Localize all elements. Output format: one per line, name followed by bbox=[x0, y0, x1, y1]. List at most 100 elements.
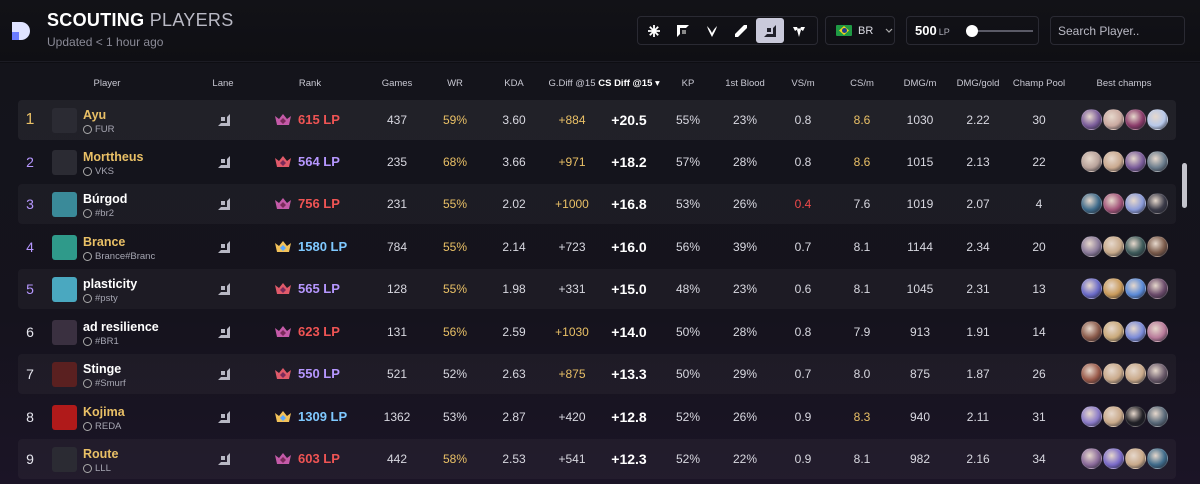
player-name[interactable]: Ayu bbox=[83, 108, 107, 122]
champion-portrait-icon[interactable] bbox=[1081, 278, 1102, 299]
lp-slider-handle[interactable] bbox=[966, 25, 979, 37]
region-select[interactable]: BR bbox=[825, 16, 895, 45]
win-rate-cell: 59% bbox=[442, 113, 468, 127]
player-name[interactable]: Route bbox=[83, 447, 119, 461]
champion-portrait-icon[interactable] bbox=[1103, 321, 1124, 342]
role-button-mid[interactable] bbox=[727, 18, 755, 43]
col-player-header[interactable]: Player bbox=[93, 78, 121, 89]
table-row[interactable]: 9 Route LLL 603 LP 442 58% 2.53 +541 +12.3 52% 22%… bbox=[18, 439, 1176, 479]
col-vsm-header[interactable]: VS/m bbox=[791, 78, 815, 89]
champion-portrait-icon[interactable] bbox=[1081, 236, 1102, 257]
col-games-header[interactable]: Games bbox=[381, 78, 413, 89]
col-csm-header[interactable]: CS/m bbox=[850, 78, 874, 89]
role-button-jungle[interactable] bbox=[698, 18, 726, 43]
champion-portrait-icon[interactable] bbox=[1103, 193, 1124, 214]
col-wr-header[interactable]: WR bbox=[447, 78, 463, 89]
cs-diff-cell: +20.5 bbox=[611, 112, 647, 128]
champion-portrait-icon[interactable] bbox=[1125, 321, 1146, 342]
champion-portrait-icon[interactable] bbox=[1081, 193, 1102, 214]
col-best-champs-header[interactable]: Best champs bbox=[1096, 78, 1152, 89]
champion-portrait-icon[interactable] bbox=[1103, 363, 1124, 384]
champion-portrait-icon[interactable] bbox=[1125, 278, 1146, 299]
col-kda-header[interactable]: KDA bbox=[504, 78, 524, 89]
brazil-flag-icon bbox=[836, 25, 852, 36]
best-champs bbox=[1081, 448, 1168, 469]
champion-portrait-icon[interactable] bbox=[1081, 363, 1102, 384]
champion-portrait-icon[interactable] bbox=[1125, 109, 1146, 130]
role-button-bot[interactable] bbox=[756, 18, 784, 43]
table-row[interactable]: 2 Morttheus VKS 564 LP 235 68% 3.66 +971 +18.2 57… bbox=[18, 142, 1176, 182]
champion-portrait-icon[interactable] bbox=[1147, 406, 1168, 427]
player-name[interactable]: ad resilience bbox=[83, 320, 159, 334]
champion-portrait-icon[interactable] bbox=[1147, 151, 1168, 172]
champion-portrait-icon[interactable] bbox=[1147, 448, 1168, 469]
champion-portrait-icon[interactable] bbox=[1125, 406, 1146, 427]
champion-portrait-icon[interactable] bbox=[1125, 448, 1146, 469]
champion-portrait-icon[interactable] bbox=[1147, 363, 1168, 384]
player-tag-text: LLL bbox=[95, 463, 111, 474]
champion-portrait-icon[interactable] bbox=[1081, 448, 1102, 469]
champion-portrait-icon[interactable] bbox=[1103, 448, 1124, 469]
role-button-all[interactable] bbox=[640, 18, 668, 43]
table-row[interactable]: 1 Ayu FUR 615 LP 437 59% 3.60 +884 +20.5 55% 23% 0.… bbox=[18, 100, 1176, 140]
player-name[interactable]: Stinge bbox=[83, 362, 122, 376]
mid-lane-icon bbox=[735, 24, 747, 37]
kda-cell: 2.87 bbox=[502, 410, 526, 424]
player-tag-text: #BR1 bbox=[95, 336, 119, 347]
search-player-input[interactable] bbox=[1050, 16, 1185, 45]
lp-slider[interactable] bbox=[966, 25, 1033, 37]
role-button-top[interactable] bbox=[669, 18, 697, 43]
table-row[interactable]: 5 plasticity #psty 565 LP 128 55% 1.98 +331 +15.… bbox=[18, 269, 1176, 309]
table-row[interactable]: 3 Búrgod #br2 756 LP 231 55% 2.02 +1000 +16.8 53%… bbox=[18, 184, 1176, 224]
champion-portrait-icon[interactable] bbox=[1103, 236, 1124, 257]
champion-portrait-icon[interactable] bbox=[1147, 236, 1168, 257]
champion-portrait-icon[interactable] bbox=[1125, 363, 1146, 384]
col-lane-header[interactable]: Lane bbox=[212, 78, 234, 89]
champion-portrait-icon[interactable] bbox=[1081, 406, 1102, 427]
col-champ-pool-header[interactable]: Champ Pool bbox=[1012, 78, 1066, 89]
table-row[interactable]: 4 Brance Brance#Branc 1580 LP 784 55% 2.14 +723… bbox=[18, 227, 1176, 267]
champion-portrait-icon[interactable] bbox=[1147, 109, 1168, 130]
player-name[interactable]: Brance bbox=[83, 235, 126, 249]
team-icon bbox=[83, 167, 92, 176]
champion-portrait-icon[interactable] bbox=[1125, 193, 1146, 214]
champion-portrait-icon[interactable] bbox=[1147, 193, 1168, 214]
champion-portrait-icon[interactable] bbox=[1125, 151, 1146, 172]
damage-per-gold-cell: 2.13 bbox=[966, 155, 990, 169]
col-dmgm-header[interactable]: DMG/m bbox=[903, 78, 937, 89]
position-number: 7 bbox=[26, 366, 34, 382]
player-name[interactable]: plasticity bbox=[83, 277, 138, 291]
champion-portrait-icon[interactable] bbox=[1147, 278, 1168, 299]
champion-portrait-icon[interactable] bbox=[1081, 151, 1102, 172]
col-first-blood-header[interactable]: 1st Blood bbox=[725, 78, 765, 89]
player-name[interactable]: Kojima bbox=[83, 405, 125, 419]
champ-pool-cell: 30 bbox=[1032, 113, 1046, 127]
player-name[interactable]: Morttheus bbox=[83, 150, 144, 164]
col-csdiff-header[interactable]: CS Diff @15 ▾ bbox=[598, 78, 660, 89]
table-row[interactable]: 7 Stinge #Smurf 550 LP 521 52% 2.63 +875 +13.3 50… bbox=[18, 354, 1176, 394]
champion-portrait-icon[interactable] bbox=[1103, 406, 1124, 427]
champion-portrait-icon[interactable] bbox=[1103, 278, 1124, 299]
champion-portrait-icon[interactable] bbox=[1081, 109, 1102, 130]
champion-portrait-icon[interactable] bbox=[1147, 321, 1168, 342]
col-rank-header[interactable]: Rank bbox=[298, 78, 322, 89]
col-kp-header[interactable]: KP bbox=[681, 78, 695, 89]
champion-portrait-icon[interactable] bbox=[1125, 236, 1146, 257]
player-tag: Brance#Branc bbox=[83, 251, 155, 262]
champion-portrait-icon[interactable] bbox=[1103, 151, 1124, 172]
best-champs bbox=[1081, 321, 1168, 342]
table-row[interactable]: 8 Kojima REDA 1309 LP 1362 53% 2.87 +420 +12.8 52… bbox=[18, 397, 1176, 437]
cs-diff-cell: +12.3 bbox=[611, 451, 647, 467]
damage-per-min-cell: 1045 bbox=[906, 282, 934, 296]
bot-lane-icon bbox=[217, 240, 231, 254]
title-bold: SCOUTING bbox=[47, 10, 145, 30]
player-name[interactable]: Búrgod bbox=[83, 192, 128, 206]
col-dmg-gold-header[interactable]: DMG/gold bbox=[956, 78, 1000, 89]
champion-portrait-icon[interactable] bbox=[1103, 109, 1124, 130]
table-row[interactable]: 6 ad resilience #BR1 623 LP 131 56% 2.59 +1030 +… bbox=[18, 312, 1176, 352]
role-button-support[interactable] bbox=[785, 18, 813, 43]
col-gdiff-header[interactable]: G.Diff @15 bbox=[548, 78, 596, 89]
scrollbar[interactable] bbox=[1182, 163, 1187, 208]
champion-portrait-icon[interactable] bbox=[1081, 321, 1102, 342]
app-logo-icon[interactable] bbox=[10, 20, 32, 42]
